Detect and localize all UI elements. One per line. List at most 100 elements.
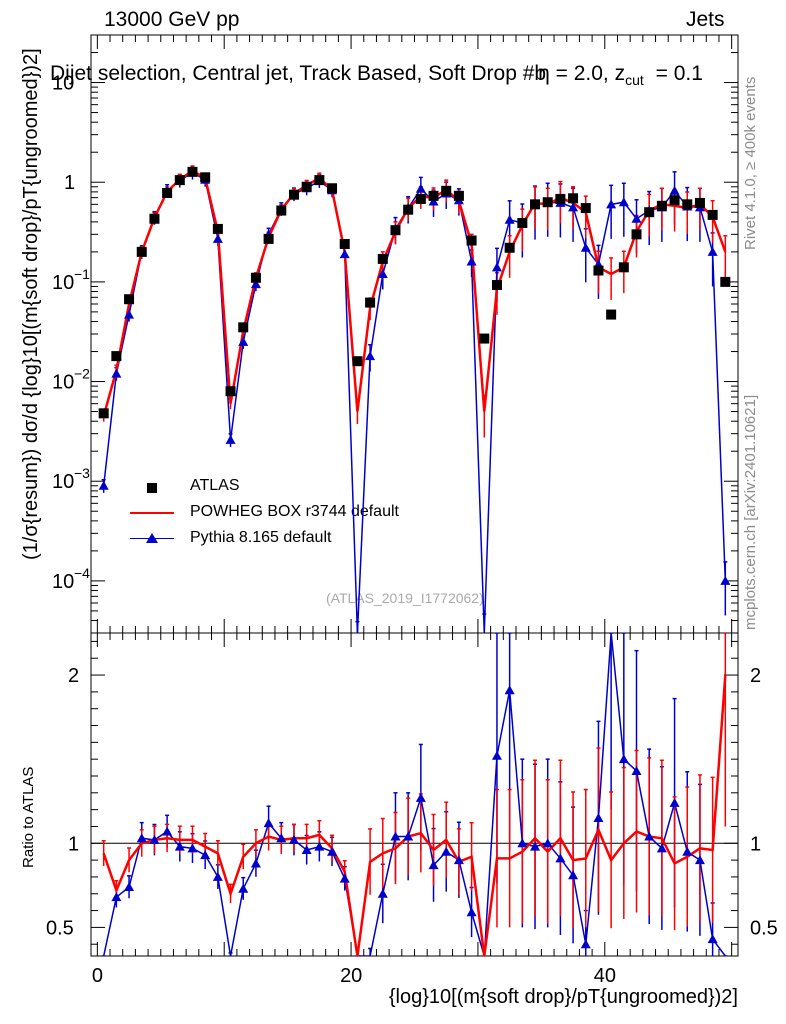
atlas-point <box>212 223 223 234</box>
atlas-point <box>288 189 299 200</box>
pythia-ratio-point <box>200 850 211 860</box>
pythia-ratio-point <box>707 934 718 944</box>
pythia-point <box>377 268 388 278</box>
plot-title-cut: cut <box>625 72 644 89</box>
pythia-ratio-point <box>314 841 325 851</box>
pythia-ratio-point <box>542 838 553 848</box>
atlas-point <box>301 181 312 192</box>
atlas-point <box>187 166 198 177</box>
plot-title-beta: η <box>538 62 550 85</box>
pythia-point <box>238 336 249 346</box>
atlas-point <box>618 262 629 273</box>
pythia-ratio-point <box>263 818 274 828</box>
atlas-point <box>390 225 401 236</box>
atlas-point <box>111 351 122 362</box>
pythia-ratio-point <box>555 853 566 863</box>
pythia-ratio-point <box>415 792 426 802</box>
pythia-ratio-point <box>453 855 464 865</box>
atlas-point <box>124 294 135 305</box>
pythia-point <box>111 368 122 378</box>
pythia-ratio-point <box>162 826 173 836</box>
legend: ATLAS POWHEG BOX r3744 default Pythia 8.… <box>130 476 470 550</box>
pythia-ratio-point <box>669 797 680 807</box>
plot-title: Dijet selection, Central jet, Track Base… <box>50 62 703 88</box>
atlas-point <box>606 309 617 320</box>
pythia-point <box>98 480 109 490</box>
pythia-ratio-point <box>694 855 705 865</box>
pythia-ratio-point <box>644 831 655 841</box>
pythia-ratio-point <box>238 883 249 893</box>
atlas-point <box>555 193 566 204</box>
atlas-point <box>656 200 667 211</box>
x-tick-label: 20 <box>340 965 362 987</box>
pythia-ratio-point <box>174 841 185 851</box>
jets-label: Jets <box>686 8 725 31</box>
atlas-point <box>530 199 541 210</box>
x-tick-label: 40 <box>594 965 616 987</box>
atlas-point <box>162 187 173 198</box>
pythia-point <box>212 233 223 243</box>
atlas-point <box>694 197 705 208</box>
atlas-point <box>504 242 515 253</box>
ratio-y-tick-label-right: 1 <box>750 833 761 855</box>
atlas-point <box>644 207 655 218</box>
main-plot-frame <box>90 34 739 634</box>
y-tick-label: 10 <box>52 272 74 294</box>
legend-atlas-text: ATLAS <box>190 477 240 494</box>
pythia-ratio-point <box>301 845 312 855</box>
atlas-point <box>377 253 388 264</box>
ratio-y-tick-label: 2 <box>68 665 79 687</box>
pythia-ratio-point <box>339 873 350 883</box>
pythia-point <box>606 199 617 209</box>
y-tick-label: 10 <box>52 571 74 593</box>
atlas-point <box>136 246 147 257</box>
pythia-ratio-point <box>491 750 502 760</box>
pythia-ratio-point <box>149 834 160 844</box>
pythia-ratio-point <box>288 834 299 844</box>
pythia-ratio-point <box>631 765 642 775</box>
atlas-point <box>593 265 604 276</box>
atlas-point <box>631 229 642 240</box>
pythia-point <box>466 256 477 266</box>
pythia-point <box>580 242 591 252</box>
pythia-point <box>720 575 731 585</box>
pythia-point <box>415 183 426 193</box>
pythia-ratio-point <box>403 831 414 841</box>
atlas-point <box>441 185 452 196</box>
pythia-ratio-point <box>504 685 515 695</box>
y-tick-label-exponent: −4 <box>74 565 90 581</box>
pythia-point <box>707 246 718 256</box>
pythia-point <box>669 185 680 195</box>
pythia-ratio-point <box>212 871 223 881</box>
atlas-point <box>415 193 426 204</box>
plot-title-main: Dijet selection, Central jet, Track Base… <box>50 62 547 85</box>
pythia-ratio-point <box>530 841 541 851</box>
pythia-ratio-point <box>580 939 591 949</box>
pythia-point <box>124 309 135 319</box>
atlas-point <box>542 197 553 208</box>
pythia-ratio-point <box>124 882 135 892</box>
pythia-ratio-point <box>593 813 604 823</box>
pythia-point <box>225 434 236 444</box>
y-tick-label-exponent: −1 <box>74 266 90 282</box>
pythia-ratio-point <box>656 843 667 853</box>
atlas-point <box>682 199 693 210</box>
atlas-point <box>200 172 211 183</box>
pythia-ratio-point <box>187 843 198 853</box>
pythia-point <box>618 197 629 207</box>
atlas-point <box>568 193 579 204</box>
atlas-point <box>479 333 490 344</box>
pythia-ratio-point <box>682 846 693 856</box>
powheg-line <box>102 169 727 417</box>
atlas-point <box>352 356 363 367</box>
plot-title-cut-value: = 0.1 <box>655 62 703 85</box>
pythia-ratio-point <box>136 833 147 843</box>
legend-pythia-marker <box>146 533 158 543</box>
atlas-point <box>98 408 109 419</box>
y-tick-label: 10 <box>52 73 74 95</box>
atlas-point <box>517 217 528 228</box>
pythia-ratio-point <box>441 846 452 856</box>
watermark: (ATLAS_2019_I1772062) <box>326 590 484 606</box>
pythia-point <box>250 279 261 289</box>
